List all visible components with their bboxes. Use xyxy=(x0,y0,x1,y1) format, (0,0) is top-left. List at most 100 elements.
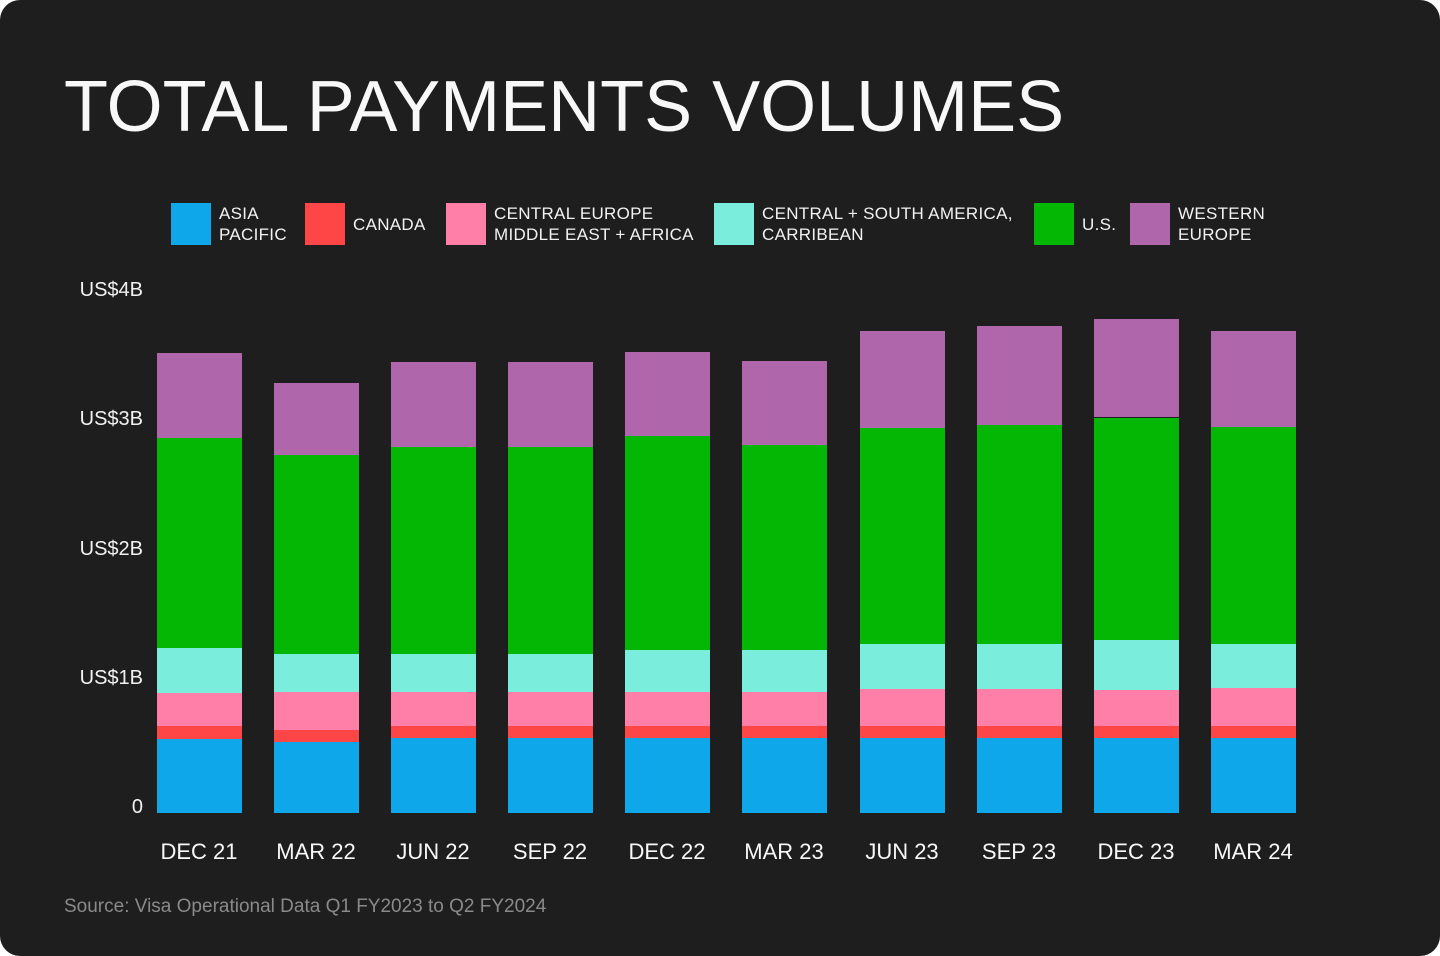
legend-label: CENTRAL EUROPE MIDDLE EAST + AFRICA xyxy=(494,204,694,244)
bar-segment xyxy=(977,643,1062,689)
legend-swatch xyxy=(446,203,486,245)
stacked-bar xyxy=(625,351,710,813)
bar-segment xyxy=(274,730,359,742)
bar-segment xyxy=(1211,643,1296,688)
bar-segment xyxy=(742,726,827,739)
bar-segment xyxy=(157,739,242,813)
bar-segment xyxy=(1211,426,1296,644)
bar-segment xyxy=(977,688,1062,727)
legend: ASIA PACIFIC CANADA CENTRAL EUROPE MIDDLE … xyxy=(0,203,1440,247)
bar-segment xyxy=(274,454,359,655)
bar-segment xyxy=(625,691,710,727)
bar-segment xyxy=(1211,330,1296,427)
stacked-bar xyxy=(977,325,1062,813)
bar-segment xyxy=(508,738,593,813)
y-tick-label: US$3B xyxy=(79,408,143,431)
bar-segment xyxy=(391,447,476,655)
legend-label: CANADA xyxy=(353,214,426,234)
legend-swatch xyxy=(714,203,754,245)
bar-segment xyxy=(508,361,593,448)
legend-label: U.S. xyxy=(1082,214,1117,234)
bar-segment xyxy=(860,330,945,428)
bar-segment xyxy=(625,435,710,651)
bar-segment xyxy=(1094,738,1179,813)
x-tick-label: JUN 23 xyxy=(865,839,939,864)
bar-segment xyxy=(742,691,827,727)
legend-item: CENTRAL + SOUTH AMERICA, CARRIBEAN xyxy=(714,203,1013,245)
bar-segment xyxy=(977,425,1062,644)
legend-label: ASIA PACIFIC xyxy=(219,204,287,244)
bar-segment xyxy=(391,726,476,739)
bar-segment xyxy=(1094,726,1179,739)
y-tick-label: US$2B xyxy=(79,537,143,560)
bar-segment xyxy=(625,738,710,813)
bar-segment xyxy=(1211,738,1296,813)
bar-segment xyxy=(977,726,1062,739)
stacked-bar xyxy=(274,382,359,813)
bar-segment xyxy=(157,647,242,693)
bar-segment xyxy=(1094,690,1179,727)
bar-segment xyxy=(625,650,710,692)
bar-segment xyxy=(1211,687,1296,727)
legend-swatch xyxy=(1034,203,1074,245)
stacked-bar xyxy=(1211,330,1296,813)
legend-item: CANADA xyxy=(305,203,426,245)
x-tick-label: MAR 24 xyxy=(1213,839,1293,864)
bar-segment xyxy=(977,325,1062,426)
bar-segment xyxy=(391,691,476,727)
x-tick-label: SEP 22 xyxy=(512,839,588,864)
legend-item: U.S. xyxy=(1034,203,1116,245)
x-tick-label: JUN 22 xyxy=(396,839,470,864)
y-tick-label: US$4B xyxy=(79,279,143,301)
bar-segment xyxy=(274,691,359,731)
stacked-bar xyxy=(1094,319,1179,813)
legend-swatch xyxy=(171,203,211,245)
x-tick-label: MAR 23 xyxy=(744,839,824,864)
source-note: Source: Visa Operational Data Q1 FY2023 … xyxy=(64,896,547,917)
bar-segment xyxy=(391,738,476,813)
bar-segment xyxy=(508,691,593,727)
bar-segment xyxy=(508,447,593,655)
x-tick-label: DEC 22 xyxy=(628,839,706,864)
bar-segment xyxy=(508,726,593,739)
bar-segment xyxy=(274,382,359,455)
y-tick-label: 0 xyxy=(131,796,143,818)
bar-segment xyxy=(860,427,945,644)
bar-segment xyxy=(391,654,476,692)
legend-label: CENTRAL + SOUTH AMERICA, CARRIBEAN xyxy=(762,204,1013,244)
stacked-bar xyxy=(508,361,593,813)
bar-segment xyxy=(391,361,476,448)
bar-segment xyxy=(860,726,945,739)
bar-segment xyxy=(1094,639,1179,691)
chart-title: TOTAL PAYMENTS VOLUMES xyxy=(64,67,1065,147)
stacked-bar xyxy=(157,352,242,813)
bar-segment xyxy=(977,738,1062,813)
bar-segment xyxy=(157,726,242,740)
y-tick-label: US$1B xyxy=(79,666,143,689)
bar-segment xyxy=(1094,417,1179,640)
legend-swatch xyxy=(1130,203,1170,245)
stacked-bar xyxy=(391,361,476,813)
bar-segment xyxy=(1094,319,1179,418)
legend-item: ASIA PACIFIC xyxy=(171,203,287,245)
bar-segment xyxy=(157,352,242,439)
stacked-bar xyxy=(860,330,945,813)
bar-segment xyxy=(157,438,242,648)
bar-segment xyxy=(274,741,359,813)
legend-item: CENTRAL EUROPE MIDDLE EAST + AFRICA xyxy=(446,203,694,245)
bar-segment xyxy=(625,351,710,436)
bar-segment xyxy=(742,650,827,692)
x-tick-label: MAR 22 xyxy=(276,839,356,864)
bar-segment xyxy=(742,444,827,651)
bar-segment xyxy=(742,360,827,445)
bar-segment xyxy=(860,643,945,689)
bar-segment xyxy=(860,738,945,813)
bar-segment xyxy=(860,688,945,727)
bar-segment xyxy=(1211,726,1296,739)
bar-segment xyxy=(508,654,593,692)
legend-item: WESTERN EUROPE xyxy=(1130,203,1265,245)
bar-segment xyxy=(274,654,359,692)
bar-segment xyxy=(742,738,827,813)
